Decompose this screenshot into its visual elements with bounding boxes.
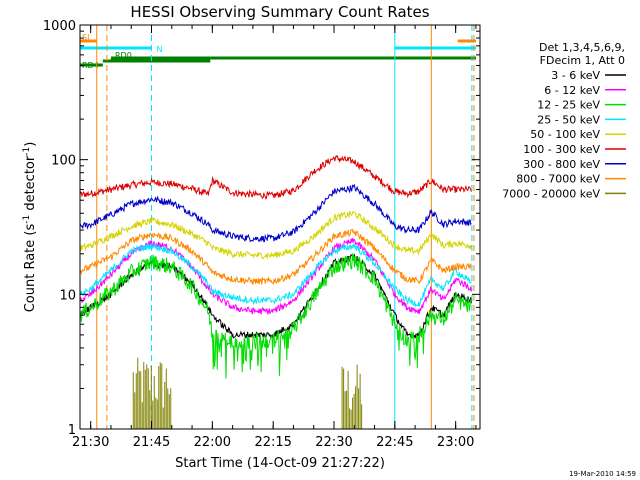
series-line [79, 183, 472, 243]
series-line [79, 210, 472, 260]
series-line [79, 253, 472, 379]
x-tick-label: 23:00 [437, 435, 474, 450]
x-tick-label: 22:30 [315, 435, 352, 450]
series-line [79, 228, 472, 285]
flag-label: SI [82, 33, 89, 42]
y-tick-label: 10 [59, 288, 76, 303]
x-tick-label: 22:45 [376, 435, 413, 450]
legend-header: Det 1,3,4,5,6,9, [539, 41, 625, 54]
axes: 1 10 100 1000 21:30 21:45 22:00 22:15 22:30 22:45… [43, 19, 480, 450]
x-tick-label: 21:45 [133, 435, 170, 450]
chart-title: HESSI Observing Summary Count Rates [130, 3, 429, 21]
legend-label: 50 - 100 keV [530, 128, 600, 141]
event-markers [96, 25, 475, 429]
series-line [79, 242, 472, 308]
y-label-part1: Count Rate (s [23, 224, 38, 313]
footer-date: 19-Mar-2010 14:59 [569, 470, 636, 478]
legend-label: 7000 - 20000 keV [502, 187, 600, 200]
flag-label: N [157, 45, 163, 54]
y-tick-label: 100 [51, 154, 76, 169]
y-tick-label: 1000 [43, 19, 76, 34]
high-energy-bursts [132, 357, 363, 429]
series-lines [79, 154, 472, 379]
instrument-flags: SI N RD0 RD4 [80, 33, 476, 70]
flag-label: RD4 [82, 61, 99, 70]
x-tick-label: 22:00 [194, 435, 231, 450]
y-tick-label: 1 [68, 423, 76, 438]
legend-label: 100 - 300 keV [523, 143, 600, 156]
legend: Det 1,3,4,5,6,9,FDecim 1, Att 0 3 - 6 keV… [502, 41, 626, 200]
series-line [79, 154, 472, 200]
legend-label: 3 - 6 keV [551, 69, 600, 82]
x-tick-label: 21:30 [72, 435, 109, 450]
y-label-part2: detector [23, 155, 38, 215]
legend-label: 6 - 12 keV [544, 84, 600, 97]
flag-label: RD0 [115, 51, 132, 60]
legend-label: 25 - 50 keV [537, 113, 600, 126]
legend-label: 12 - 25 keV [537, 99, 600, 112]
legend-label: 800 - 7000 keV [516, 173, 600, 186]
y-label-part3: ) [23, 142, 38, 147]
x-tick-label: 22:15 [254, 435, 291, 450]
legend-label: 300 - 800 keV [523, 158, 600, 171]
plot-frame [79, 24, 481, 430]
legend-header: FDecim 1, Att 0 [540, 54, 625, 67]
x-axis-label: Start Time (14-Oct-09 21:27:22) [175, 456, 385, 471]
y-axis-label: Count Rate (s-1 detector-1) [22, 142, 38, 313]
y-label-sup2: -1 [22, 147, 32, 156]
y-label-sup1: -1 [22, 215, 32, 224]
